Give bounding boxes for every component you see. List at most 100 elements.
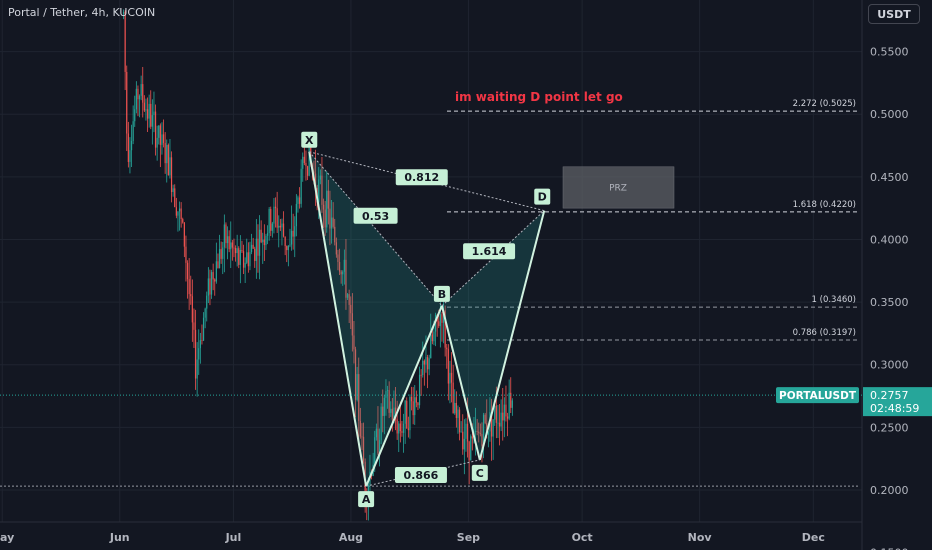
candle-body	[393, 407, 395, 420]
candle-body	[409, 396, 411, 431]
candle-body	[319, 175, 321, 180]
candle-body	[182, 219, 184, 223]
candle-body	[132, 121, 134, 141]
candle-body	[322, 204, 325, 210]
leg-xa	[308, 151, 368, 487]
candle-body	[177, 211, 179, 216]
candle-body	[354, 349, 357, 400]
candle-body	[218, 249, 221, 268]
leg-bc	[440, 305, 481, 461]
candle-body	[167, 144, 169, 176]
candle-body	[335, 242, 337, 255]
candle-body	[138, 95, 141, 100]
candle-body	[465, 423, 467, 439]
candle-body	[506, 416, 509, 419]
candle-body	[249, 252, 251, 267]
candle-body	[422, 360, 424, 376]
candle-body	[385, 391, 387, 398]
candle-body	[236, 248, 238, 254]
candle-body	[450, 372, 453, 383]
candle-body	[198, 348, 200, 360]
candle-body	[238, 248, 240, 265]
candle-body	[511, 400, 513, 408]
annotation-note: im waiting D point let go	[455, 90, 623, 104]
candle-body	[313, 171, 315, 174]
candle-body	[401, 431, 403, 433]
candle-body	[196, 359, 198, 379]
y-tick-label: 0.5000	[870, 108, 909, 121]
candle-body	[284, 236, 286, 247]
candle-body	[481, 434, 483, 446]
candle-body	[222, 247, 224, 259]
candle-body	[478, 431, 480, 434]
candle-body	[398, 423, 400, 434]
candle-body	[242, 251, 245, 268]
symbol-tag	[776, 387, 859, 404]
candle-body	[444, 310, 446, 348]
ratio-label: 0.53	[362, 210, 389, 223]
price-tag-value: 0.2757	[870, 389, 909, 402]
ratio-label: 0.866	[404, 469, 439, 482]
ratio-line-ac	[365, 459, 480, 487]
pattern-triangle-bcd	[441, 210, 545, 460]
y-tick-label: 0.2500	[870, 421, 909, 434]
candle-body	[191, 296, 193, 323]
candle-body	[337, 254, 339, 263]
harmonic-pattern	[308, 151, 546, 487]
candle-body	[262, 239, 264, 243]
candle-body	[302, 156, 304, 169]
candle-body	[388, 390, 390, 413]
candle-body	[431, 334, 433, 342]
ratio-label-box	[395, 169, 448, 186]
candle-body	[423, 360, 425, 365]
fib-label: 0.786 (0.3197)	[793, 328, 856, 338]
candle-body	[455, 402, 457, 418]
candle-body	[274, 206, 277, 209]
candle-body	[226, 236, 229, 244]
candle-body	[206, 295, 208, 309]
candle-body	[263, 239, 265, 246]
candle-body	[282, 223, 285, 237]
candle-body	[148, 103, 150, 119]
candle-body	[255, 238, 257, 261]
x-tick-label: Oct	[572, 531, 593, 544]
candle-body	[233, 247, 235, 249]
point-label: A	[362, 493, 371, 506]
candle-body	[201, 340, 203, 342]
candle-body	[377, 428, 379, 454]
candle-body	[188, 279, 190, 295]
candle-body	[334, 226, 336, 243]
candle-body	[318, 179, 320, 203]
point-label: B	[438, 288, 446, 301]
candle-body	[126, 71, 128, 134]
candle-body	[503, 404, 505, 421]
candle-body	[170, 157, 173, 192]
candle-body	[375, 428, 377, 438]
candle-body	[441, 314, 443, 323]
candle-body	[220, 249, 222, 259]
candle-body	[378, 440, 381, 454]
candle-body	[306, 166, 309, 176]
candle-body	[194, 329, 197, 379]
candle-body	[281, 223, 283, 228]
candle-body	[414, 397, 416, 416]
point-label-box	[433, 285, 450, 302]
currency-selector-button[interactable]: USDT	[868, 4, 920, 24]
candle-body	[420, 374, 422, 376]
candle-body	[265, 235, 267, 246]
candle-body	[396, 419, 398, 434]
fib-label: 1.618 (0.4220)	[793, 200, 856, 210]
candle-body	[286, 246, 288, 251]
candle-body	[234, 248, 237, 254]
candle-body	[244, 262, 246, 268]
candle-body	[271, 223, 273, 231]
candle-body	[287, 245, 289, 251]
candle-body	[268, 208, 270, 234]
candle-body	[500, 412, 502, 427]
ratio-label: 0.812	[404, 171, 439, 184]
candle-body	[202, 317, 205, 341]
candle-body	[314, 173, 317, 188]
candle-body	[390, 408, 392, 413]
candle-body	[146, 109, 149, 119]
